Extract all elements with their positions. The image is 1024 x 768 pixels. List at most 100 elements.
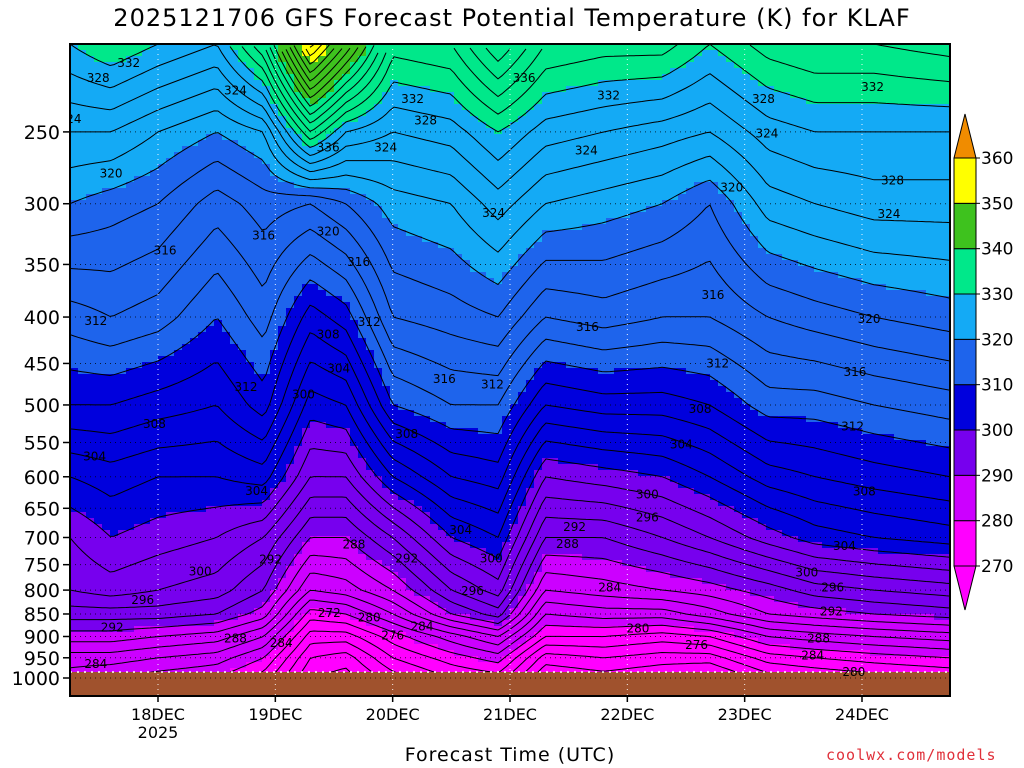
heatmap-cell: [166, 110, 175, 117]
heatmap-cell: [102, 548, 111, 555]
heatmap-cell: [334, 500, 343, 507]
heatmap-cell: [214, 518, 223, 525]
heatmap-cell: [86, 548, 95, 555]
heatmap-cell: [318, 386, 327, 393]
heatmap-cell: [398, 170, 407, 177]
heatmap-cell: [102, 500, 111, 507]
heatmap-cell: [310, 560, 319, 567]
heatmap-cell: [174, 386, 183, 393]
heatmap-cell: [318, 86, 327, 93]
heatmap-cell: [126, 80, 135, 87]
heatmap-cell: [430, 494, 439, 501]
heatmap-cell: [238, 266, 247, 273]
heatmap-cell: [110, 212, 119, 219]
heatmap-cell: [374, 470, 383, 477]
heatmap-cell: [366, 278, 375, 285]
heatmap-cell: [214, 458, 223, 465]
heatmap-cell: [94, 278, 103, 285]
heatmap-cell: [86, 632, 95, 639]
heatmap-cell: [86, 152, 95, 159]
heatmap-cell: [214, 464, 223, 471]
heatmap-cell: [406, 242, 415, 249]
heatmap-cell: [430, 302, 439, 309]
heatmap-cell: [310, 200, 319, 207]
heatmap-cell: [102, 518, 111, 525]
heatmap-cell: [142, 290, 151, 297]
heatmap-cell: [214, 530, 223, 537]
heatmap-cell: [366, 158, 375, 165]
heatmap-cell: [422, 74, 431, 81]
heatmap-cell: [310, 470, 319, 477]
heatmap-cell: [414, 326, 423, 333]
heatmap-cell: [230, 536, 239, 543]
heatmap-cell: [374, 572, 383, 579]
heatmap-cell: [150, 410, 159, 417]
heatmap-cell: [102, 152, 111, 159]
heatmap-cell: [206, 302, 215, 309]
heatmap-cell: [222, 434, 231, 441]
heatmap-cell: [166, 188, 175, 195]
heatmap-cell: [190, 122, 199, 129]
heatmap-cell: [254, 470, 263, 477]
heatmap-cell: [222, 122, 231, 129]
heatmap-cell: [182, 134, 191, 141]
heatmap-cell: [422, 590, 431, 597]
heatmap-cell: [182, 656, 191, 663]
heatmap-cell: [382, 554, 391, 561]
heatmap-cell: [422, 80, 431, 87]
heatmap-cell: [206, 494, 215, 501]
heatmap-cell: [310, 212, 319, 219]
heatmap-cell: [166, 542, 175, 549]
heatmap-cell: [134, 296, 143, 303]
heatmap-cell: [150, 92, 159, 99]
heatmap-cell: [182, 296, 191, 303]
heatmap-cell: [310, 344, 319, 351]
heatmap-cell: [350, 134, 359, 141]
heatmap-cell: [126, 104, 135, 111]
heatmap-cell: [222, 68, 231, 75]
heatmap-cell: [342, 152, 351, 159]
heatmap-cell: [262, 242, 271, 249]
heatmap-cell: [230, 308, 239, 315]
heatmap-cell: [86, 500, 95, 507]
heatmap-cell: [374, 92, 383, 99]
heatmap-cell: [246, 338, 255, 345]
heatmap-cell: [422, 224, 431, 231]
heatmap-cell: [430, 296, 439, 303]
heatmap-cell: [398, 410, 407, 417]
heatmap-cell: [110, 464, 119, 471]
heatmap-cell: [414, 392, 423, 399]
heatmap-cell: [142, 314, 151, 321]
heatmap-cell: [310, 482, 319, 489]
heatmap-cell: [414, 260, 423, 267]
heatmap-cell: [406, 452, 415, 459]
heatmap-cell: [118, 230, 127, 237]
heatmap-cell: [310, 458, 319, 465]
heatmap-cell: [422, 296, 431, 303]
heatmap-cell: [246, 242, 255, 249]
heatmap-cell: [118, 134, 127, 141]
heatmap-cell: [70, 134, 79, 141]
heatmap-cell: [158, 530, 167, 537]
heatmap-cell: [190, 488, 199, 495]
heatmap-cell: [166, 92, 175, 99]
heatmap-cell: [166, 50, 175, 57]
heatmap-cell: [190, 326, 199, 333]
heatmap-cell: [182, 626, 191, 633]
heatmap-cell: [110, 650, 119, 657]
heatmap-cell: [126, 548, 135, 555]
heatmap-cell: [246, 332, 255, 339]
heatmap-cell: [206, 308, 215, 315]
heatmap-cell: [214, 176, 223, 183]
heatmap-cell: [350, 308, 359, 315]
heatmap-cell: [110, 74, 119, 81]
heatmap-cell: [398, 152, 407, 159]
heatmap-cell: [174, 530, 183, 537]
heatmap-cell: [190, 80, 199, 87]
heatmap-cell: [374, 554, 383, 561]
heatmap-cell: [382, 242, 391, 249]
heatmap-cell: [302, 584, 311, 591]
heatmap-cell: [278, 578, 287, 585]
heatmap-cell: [262, 290, 271, 297]
heatmap-cell: [350, 92, 359, 99]
